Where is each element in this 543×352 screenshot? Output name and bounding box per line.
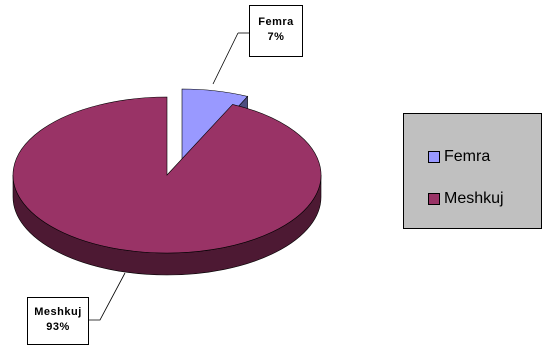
legend-item-meshkuj: Meshkuj bbox=[428, 189, 504, 209]
data-label-femra: Femra 7% bbox=[249, 5, 303, 57]
legend-swatch-meshkuj bbox=[428, 193, 440, 205]
data-label-femra-name: Femra bbox=[258, 16, 294, 28]
data-label-meshkuj-value: 93% bbox=[46, 321, 70, 333]
legend-swatch-femra bbox=[428, 151, 440, 163]
data-label-femra-value: 7% bbox=[267, 31, 285, 43]
legend: Femra Meshkuj bbox=[403, 113, 542, 229]
legend-label-meshkuj: Meshkuj bbox=[444, 190, 504, 207]
leader-line-meshkuj bbox=[89, 272, 126, 321]
pie-slice-meshkuj bbox=[12, 96, 322, 254]
legend-item-femra: Femra bbox=[428, 147, 490, 167]
legend-label-femra: Femra bbox=[444, 148, 491, 165]
data-label-meshkuj: Meshkuj 93% bbox=[27, 297, 89, 345]
data-label-meshkuj-name: Meshkuj bbox=[34, 306, 82, 318]
leader-line-femra-diag bbox=[212, 32, 239, 85]
